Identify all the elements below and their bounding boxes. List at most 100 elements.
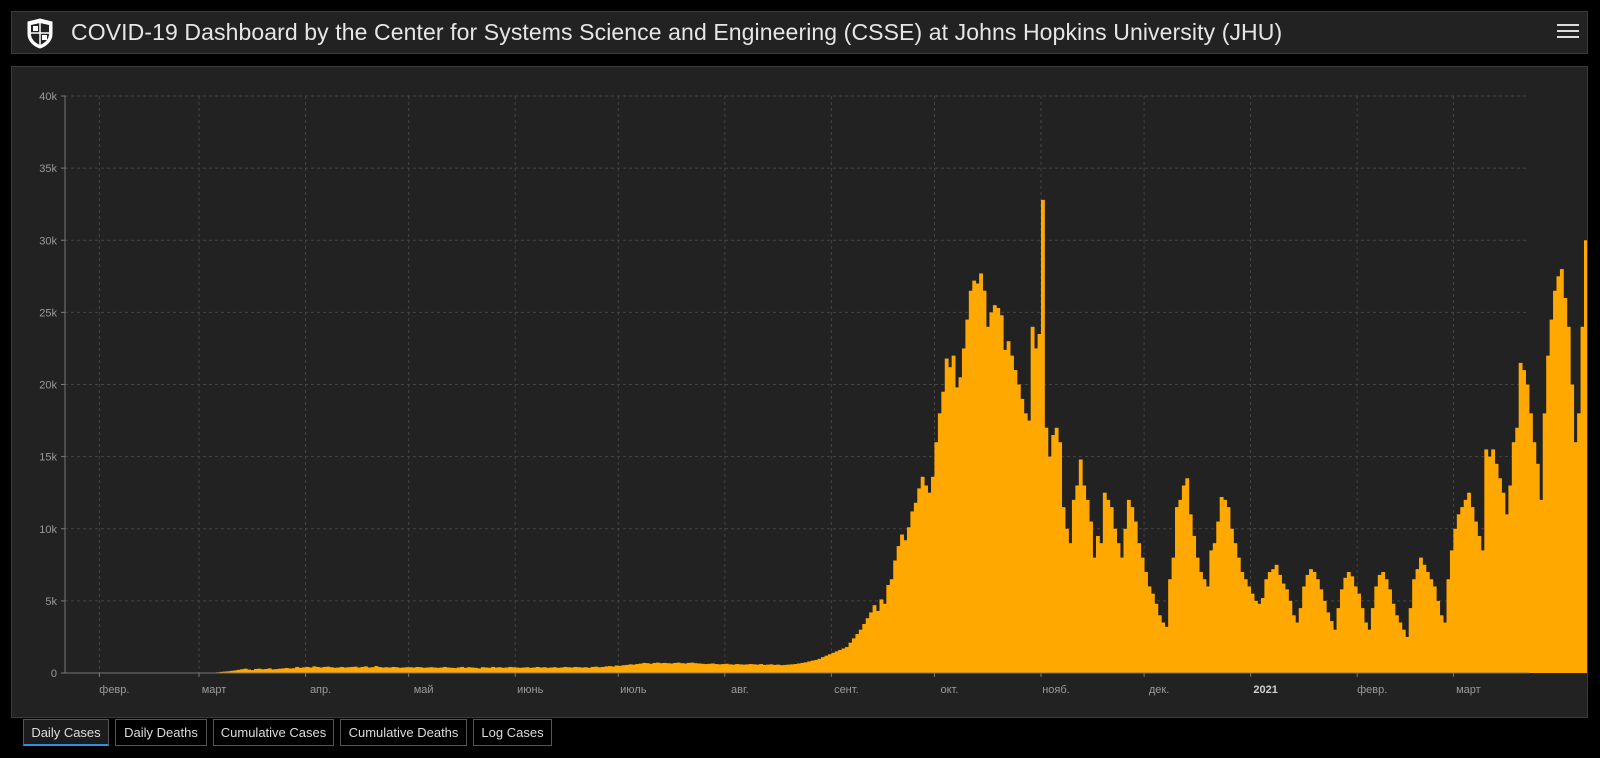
daily-cases-bar[interactable] — [896, 546, 901, 673]
daily-cases-bar[interactable] — [1085, 499, 1090, 673]
daily-cases-bar[interactable] — [1573, 442, 1578, 673]
daily-cases-bar[interactable] — [986, 326, 990, 673]
daily-cases-bar[interactable] — [893, 560, 898, 673]
daily-cases-bar[interactable] — [1181, 485, 1186, 673]
daily-cases-bar[interactable] — [1075, 485, 1080, 673]
daily-cases-bar[interactable] — [900, 534, 904, 673]
daily-cases-bar[interactable] — [1353, 586, 1358, 673]
daily-cases-bar[interactable] — [463, 667, 468, 673]
daily-cases-bar[interactable] — [1532, 442, 1537, 673]
daily-cases-bar[interactable] — [793, 664, 798, 673]
daily-cases-bar[interactable] — [1388, 589, 1392, 673]
daily-cases-bar[interactable] — [790, 664, 794, 673]
daily-cases-bar[interactable] — [353, 666, 358, 673]
daily-cases-bar[interactable] — [1078, 459, 1083, 673]
daily-cases-bar[interactable] — [446, 667, 451, 673]
daily-cases-bar[interactable] — [1068, 543, 1073, 673]
daily-cases-bar[interactable] — [274, 669, 279, 673]
daily-cases-bar[interactable] — [1044, 427, 1049, 673]
daily-cases-bar[interactable] — [1315, 579, 1320, 673]
hamburger-menu-icon[interactable] — [1557, 21, 1579, 43]
daily-cases-bar[interactable] — [1154, 603, 1159, 673]
tab-daily-deaths[interactable]: Daily Deaths — [115, 719, 207, 746]
daily-cases-bar[interactable] — [700, 663, 705, 673]
daily-cases-bar[interactable] — [484, 667, 489, 673]
daily-cases-bar[interactable] — [1243, 579, 1248, 673]
daily-cases-bar[interactable] — [858, 629, 863, 673]
daily-cases-bar[interactable] — [271, 669, 276, 673]
daily-cases-bar[interactable] — [566, 667, 571, 673]
daily-cases-bar[interactable] — [405, 667, 410, 673]
daily-cases-bar[interactable] — [1092, 557, 1097, 673]
daily-cases-bar[interactable] — [1367, 629, 1372, 673]
daily-cases-bar[interactable] — [360, 666, 365, 673]
daily-cases-bar[interactable] — [1192, 535, 1197, 673]
daily-cases-bar[interactable] — [972, 280, 977, 673]
daily-cases-bar[interactable] — [229, 670, 234, 673]
daily-cases-bar[interactable] — [1577, 413, 1581, 673]
daily-cases-bar[interactable] — [951, 355, 956, 673]
daily-cases-bar[interactable] — [1199, 572, 1203, 673]
daily-cases-bar[interactable] — [742, 664, 746, 673]
daily-cases-bar[interactable] — [590, 666, 595, 673]
daily-cases-bar[interactable] — [1288, 600, 1293, 673]
daily-cases-bar[interactable] — [728, 664, 733, 673]
daily-cases-bar[interactable] — [649, 663, 654, 673]
daily-cases-bar[interactable] — [1054, 427, 1059, 673]
daily-cases-bar[interactable] — [1515, 427, 1520, 673]
daily-cases-bar[interactable] — [1285, 589, 1289, 673]
daily-cases-bar[interactable] — [1370, 608, 1375, 673]
daily-cases-bar[interactable] — [1037, 334, 1042, 673]
daily-cases-bar[interactable] — [559, 667, 564, 673]
daily-cases-bar[interactable] — [1120, 557, 1124, 673]
daily-cases-bar[interactable] — [762, 664, 767, 673]
daily-cases-bar[interactable] — [865, 618, 870, 673]
daily-cases-bar[interactable] — [1147, 586, 1152, 673]
daily-cases-bar[interactable] — [573, 666, 578, 673]
daily-cases-bar[interactable] — [1281, 583, 1286, 673]
daily-cases-bar[interactable] — [635, 664, 640, 673]
daily-cases-bar[interactable] — [367, 667, 372, 673]
daily-cases-bar[interactable] — [1333, 629, 1337, 673]
daily-cases-bar[interactable] — [477, 668, 482, 673]
daily-cases-bar[interactable] — [1061, 507, 1066, 673]
daily-cases-bar[interactable] — [281, 668, 286, 673]
daily-cases-bar[interactable] — [1230, 528, 1234, 673]
daily-cases-bar[interactable] — [1047, 456, 1052, 673]
daily-cases-bar[interactable] — [876, 610, 880, 673]
daily-cases-bar[interactable] — [394, 667, 399, 673]
daily-cases-bar[interactable] — [1374, 586, 1379, 673]
daily-cases-bar[interactable] — [673, 662, 678, 673]
daily-cases-bar[interactable] — [755, 664, 760, 673]
daily-cases-bar[interactable] — [948, 367, 953, 673]
daily-cases-bar[interactable] — [1003, 349, 1008, 673]
daily-cases-bar[interactable] — [388, 667, 392, 673]
daily-cases-bar[interactable] — [1144, 572, 1148, 673]
daily-cases-bar[interactable] — [425, 667, 430, 673]
daily-cases-bar[interactable] — [333, 667, 337, 673]
daily-cases-bar[interactable] — [1456, 514, 1461, 673]
daily-cases-bar[interactable] — [958, 377, 963, 673]
daily-cases-bar[interactable] — [1016, 384, 1021, 674]
daily-cases-bar[interactable] — [494, 667, 499, 673]
daily-cases-bar[interactable] — [759, 664, 764, 673]
daily-cases-bar[interactable] — [363, 666, 368, 673]
daily-cases-bar[interactable] — [697, 663, 702, 673]
daily-cases-bar[interactable] — [449, 667, 454, 673]
daily-cases-bar[interactable] — [1436, 600, 1441, 673]
daily-cases-bar[interactable] — [814, 660, 819, 673]
daily-cases-bar[interactable] — [1305, 574, 1310, 673]
daily-cases-bar[interactable] — [1394, 615, 1399, 673]
daily-cases-bar[interactable] — [872, 605, 877, 673]
daily-cases-bar[interactable] — [1449, 550, 1454, 673]
daily-cases-bar[interactable] — [422, 667, 427, 673]
daily-cases-bar[interactable] — [219, 671, 224, 673]
daily-cases-bar[interactable] — [996, 308, 1001, 673]
daily-cases-bar[interactable] — [1161, 622, 1166, 673]
daily-cases-bar[interactable] — [1089, 521, 1093, 673]
daily-cases-bar[interactable] — [1298, 608, 1303, 673]
daily-cases-bar[interactable] — [1116, 543, 1121, 673]
daily-cases-bar[interactable] — [1504, 514, 1509, 673]
daily-cases-bar[interactable] — [597, 667, 602, 673]
daily-cases-bar[interactable] — [1137, 543, 1142, 673]
